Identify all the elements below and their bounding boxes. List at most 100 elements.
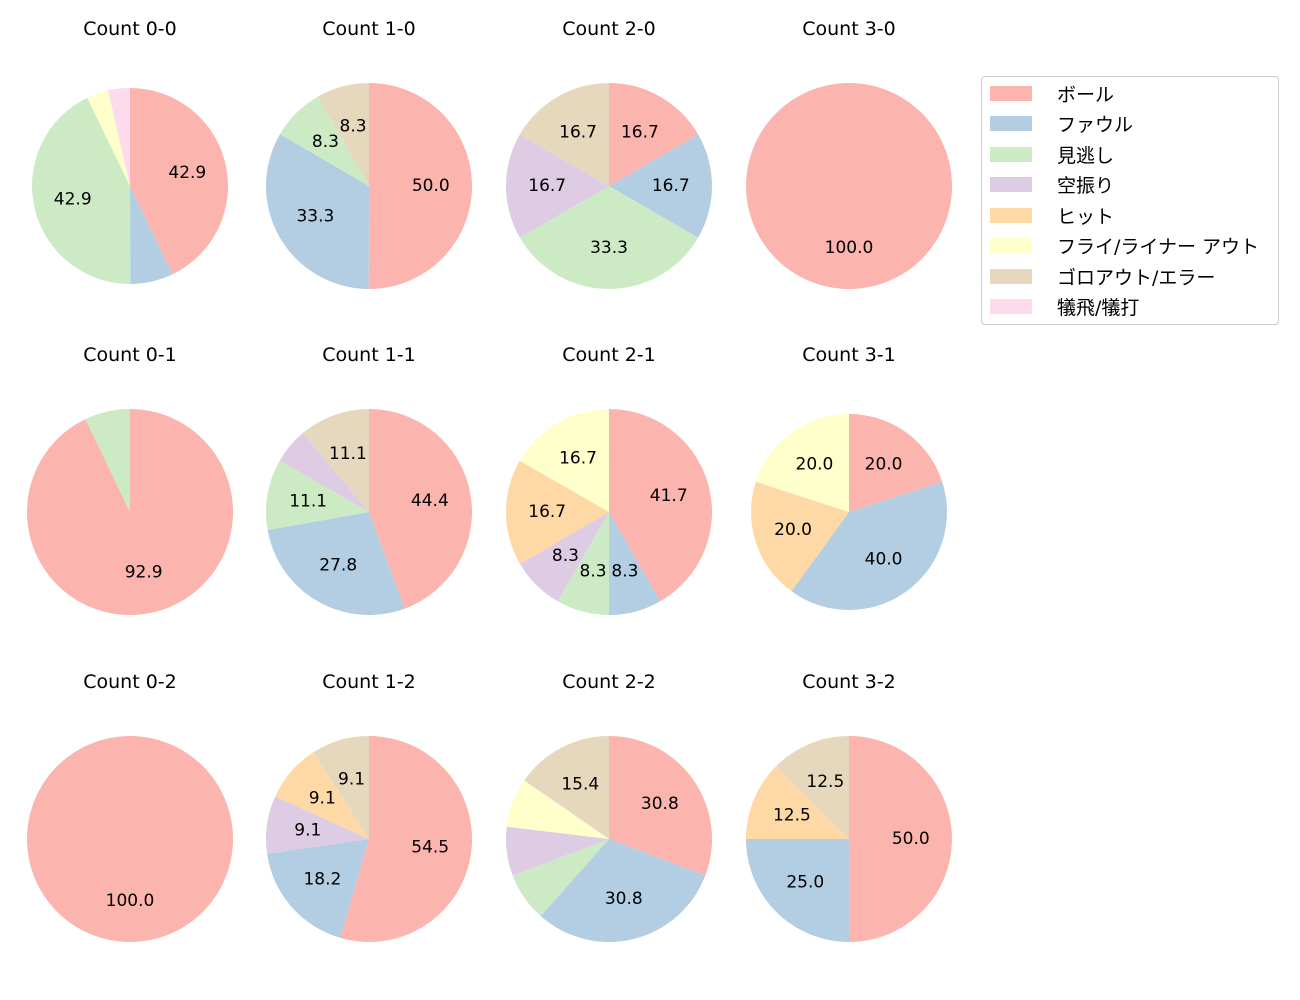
pie-count-3-0: 100.0 Count 3-0 [746, 18, 952, 289]
slice-label: 40.0 [865, 550, 903, 570]
legend-label: ゴロアウト/エラー [1057, 266, 1216, 289]
pie-count-3-1: 20.0 40.0 20.0 20.0 Count 3-1 [750, 344, 947, 611]
slice-label: 15.4 [561, 774, 599, 794]
pie-slice [87, 90, 130, 186]
pie-slice [130, 88, 228, 275]
legend-swatch [990, 177, 1032, 192]
slice-label: 30.8 [605, 889, 643, 909]
pie-slice [519, 83, 609, 186]
pie-slice [519, 409, 609, 512]
pie-slice [506, 780, 609, 839]
legend-swatch [990, 146, 1032, 162]
pie-slice [267, 512, 405, 615]
slice-label: 25.0 [786, 873, 824, 893]
legend-swatch [990, 238, 1032, 253]
legend-item: ボール [990, 83, 1114, 106]
slice-label: 18.2 [303, 870, 341, 890]
pie-count-3-2: 50.0 25.0 12.5 12.5 Count 3-2 [746, 671, 952, 942]
pie-count-2-2: 30.8 30.8 15.4 Count 2-2 [505, 671, 713, 942]
slice-label: 44.4 [411, 491, 449, 511]
pie-count-2-0: 16.7 16.7 33.3 16.7 16.7 Count 2-0 [505, 18, 712, 289]
pie-count-1-1: 44.4 27.8 11.1 11.1 Count 1-1 [266, 344, 472, 615]
pie-slice [505, 134, 609, 238]
legend-item: ファウル [990, 114, 1133, 136]
pie-slice [609, 134, 712, 238]
slice-label: 8.3 [552, 546, 579, 566]
slice-label: 20.0 [796, 454, 834, 474]
slice-label: 41.7 [650, 486, 688, 506]
pie-slice [275, 752, 369, 839]
pie-count-1-0: 50.0 33.3 8.38.3 Count 1-0 [266, 18, 473, 289]
pie-slice [267, 839, 369, 938]
slice-label: 8.3 [611, 562, 638, 582]
pie-slice [32, 97, 131, 285]
legend-label: フライ/ライナー アウト [1057, 236, 1260, 258]
slice-label: 11.1 [289, 491, 327, 511]
legend-item: フライ/ライナー アウト [990, 236, 1259, 258]
pie-slice [130, 186, 173, 284]
pie-slice [849, 414, 943, 512]
slice-label: 16.7 [621, 122, 659, 142]
legend-swatch [990, 207, 1032, 223]
slice-label: 8.3 [340, 116, 367, 136]
legend-swatch [990, 299, 1032, 314]
pie-slice [505, 826, 609, 876]
legend-swatch [990, 85, 1032, 101]
legend-item: ゴロアウト/エラー [990, 266, 1215, 289]
slice-label: 9.1 [309, 789, 336, 809]
slice-label: 100.0 [106, 891, 155, 911]
pie-slice [849, 736, 952, 942]
pie-slice [750, 481, 849, 592]
slice-label: 11.1 [329, 444, 367, 464]
pie-slice [266, 796, 369, 854]
slice-label: 20.0 [865, 454, 903, 474]
slice-label: 16.7 [652, 176, 690, 196]
pie-title: Count 1-2 [322, 671, 416, 693]
legend-item: 空振り [990, 175, 1114, 197]
pie-slice [557, 512, 609, 615]
slice-label: 50.0 [892, 829, 930, 849]
pie-slice [279, 433, 369, 512]
pie-title: Count 2-1 [562, 344, 656, 366]
legend-label: ファウル [1057, 114, 1134, 136]
slice-label: 33.3 [590, 238, 628, 258]
pie-slice [791, 481, 947, 611]
pie-slice [368, 83, 473, 289]
pie-title: Count 3-2 [802, 671, 896, 693]
slice-label: 20.0 [774, 520, 812, 540]
slice-label: 92.9 [125, 562, 163, 582]
legend-item: 犠飛/犠打 [990, 297, 1139, 319]
pie-slice [755, 414, 849, 512]
pie-slice [108, 88, 130, 186]
legend-label: 犠飛/犠打 [1057, 297, 1140, 319]
pie-slice [746, 839, 849, 942]
slice-label: 16.7 [559, 122, 597, 142]
legend-item: 見逃し [990, 144, 1114, 167]
pie-title: Count 2-2 [562, 671, 656, 693]
pie-title: Count 3-1 [802, 344, 896, 366]
slice-label: 27.8 [319, 556, 357, 576]
legend-swatch [990, 268, 1032, 284]
pie-slice [609, 409, 712, 602]
slice-label: 9.1 [294, 820, 321, 840]
pie-slice [519, 186, 699, 289]
pie-slice [85, 409, 130, 512]
legend-label: ヒット [1057, 205, 1115, 228]
pie-slice [540, 839, 706, 942]
pie-slice [609, 512, 661, 615]
pie-slice [302, 409, 369, 512]
slice-label: 9.1 [338, 770, 365, 790]
slice-label: 8.3 [312, 132, 339, 152]
slice-label: 100.0 [825, 238, 874, 258]
slice-label: 42.9 [168, 163, 206, 183]
pie-title: Count 0-0 [83, 18, 177, 40]
pie-slice [746, 766, 849, 839]
slice-label: 16.7 [559, 449, 597, 469]
pie-title: Count 2-0 [562, 18, 656, 40]
pie-slice [520, 512, 609, 602]
pie-count-0-2: 100.0 Count 0-2 [27, 671, 233, 942]
slice-label: 16.7 [528, 502, 566, 522]
